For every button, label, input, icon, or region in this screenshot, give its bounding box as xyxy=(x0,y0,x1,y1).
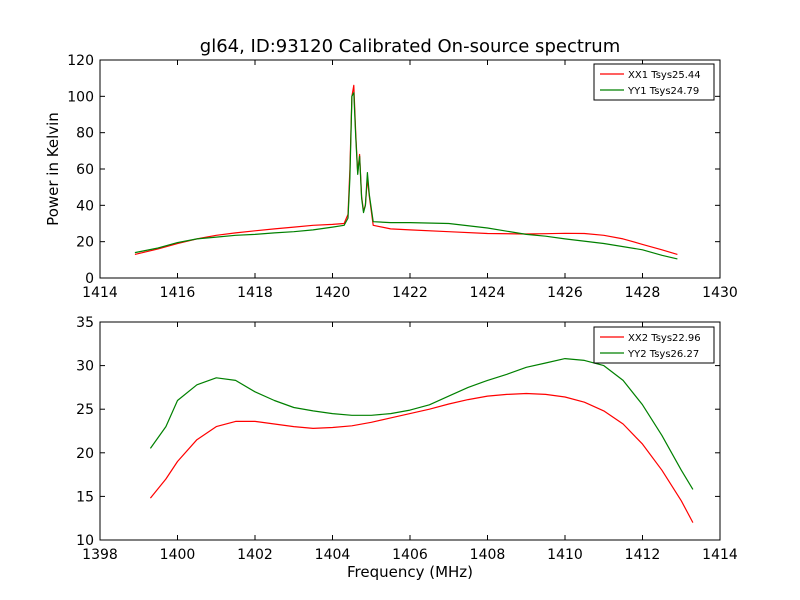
x-tick-label: 1398 xyxy=(82,547,118,563)
y-tick-label: 10 xyxy=(76,533,94,549)
x-tick-label: 1422 xyxy=(392,285,428,301)
y-tick-label: 25 xyxy=(76,402,94,418)
series-line-2 xyxy=(149,358,694,490)
y-axis-label: Power in Kelvin xyxy=(44,112,62,226)
y-tick-label: 35 xyxy=(76,315,94,331)
y-tick-label: 40 xyxy=(76,198,94,214)
series-lines xyxy=(149,358,694,523)
y-tick-label: 60 xyxy=(76,162,94,178)
y-tick-label: 120 xyxy=(67,53,94,69)
x-tick-label: 1418 xyxy=(237,285,273,301)
x-tick-label: 1420 xyxy=(315,285,351,301)
legend-label: XX1 Tsys25.44 xyxy=(628,70,701,81)
legend-label: YY1 Tsys24.79 xyxy=(627,86,699,97)
x-tick-label: 1406 xyxy=(392,547,428,563)
y-tick-label: 0 xyxy=(85,271,94,287)
x-tick-label: 1416 xyxy=(160,285,196,301)
legend-box xyxy=(593,326,715,364)
series-line-1 xyxy=(149,392,694,523)
series-line-2 xyxy=(134,92,678,260)
x-axis-label: Frequency (MHz) xyxy=(347,563,473,581)
y-tick-label: 15 xyxy=(76,489,94,505)
x-tick-label: 1430 xyxy=(702,285,738,301)
legend-label: XX2 Tsys22.96 xyxy=(628,333,701,344)
top-panel: 1414 1416 1418 1420 1422 1424 1426 1428 1430 0 20 4… xyxy=(44,53,738,301)
legend-box xyxy=(593,63,715,101)
x-tick-label: 1400 xyxy=(160,547,196,563)
legend: XX2 Tsys22.96 YY2 Tsys26.27 xyxy=(593,326,715,364)
x-tick-label: 1428 xyxy=(625,285,661,301)
figure-title: gl64, ID:93120 Calibrated On-source spec… xyxy=(200,36,620,57)
x-tick-label: 1410 xyxy=(547,547,583,563)
x-tick-label: 1414 xyxy=(82,285,118,301)
y-tick-label: 30 xyxy=(76,359,94,375)
y-tick-label: 80 xyxy=(76,126,94,142)
x-tick-label: 1426 xyxy=(547,285,583,301)
series-lines xyxy=(134,84,678,260)
x-tick-label: 1404 xyxy=(315,547,351,563)
legend-label: YY2 Tsys26.27 xyxy=(627,349,699,360)
y-tick-label: 100 xyxy=(67,89,94,105)
x-tick-label: 1412 xyxy=(625,547,661,563)
x-tick-label: 1424 xyxy=(470,285,506,301)
legend: XX1 Tsys25.44 YY1 Tsys24.79 xyxy=(593,63,715,101)
x-tick-label: 1402 xyxy=(237,547,273,563)
x-tick-label: 1414 xyxy=(702,547,738,563)
x-tick-label: 1408 xyxy=(470,547,506,563)
y-tick-label: 20 xyxy=(76,446,94,462)
y-tick-label: 20 xyxy=(76,235,94,251)
bottom-panel: 1398 1400 1402 1404 1406 1408 1410 1412 1414 10 15… xyxy=(76,315,738,581)
